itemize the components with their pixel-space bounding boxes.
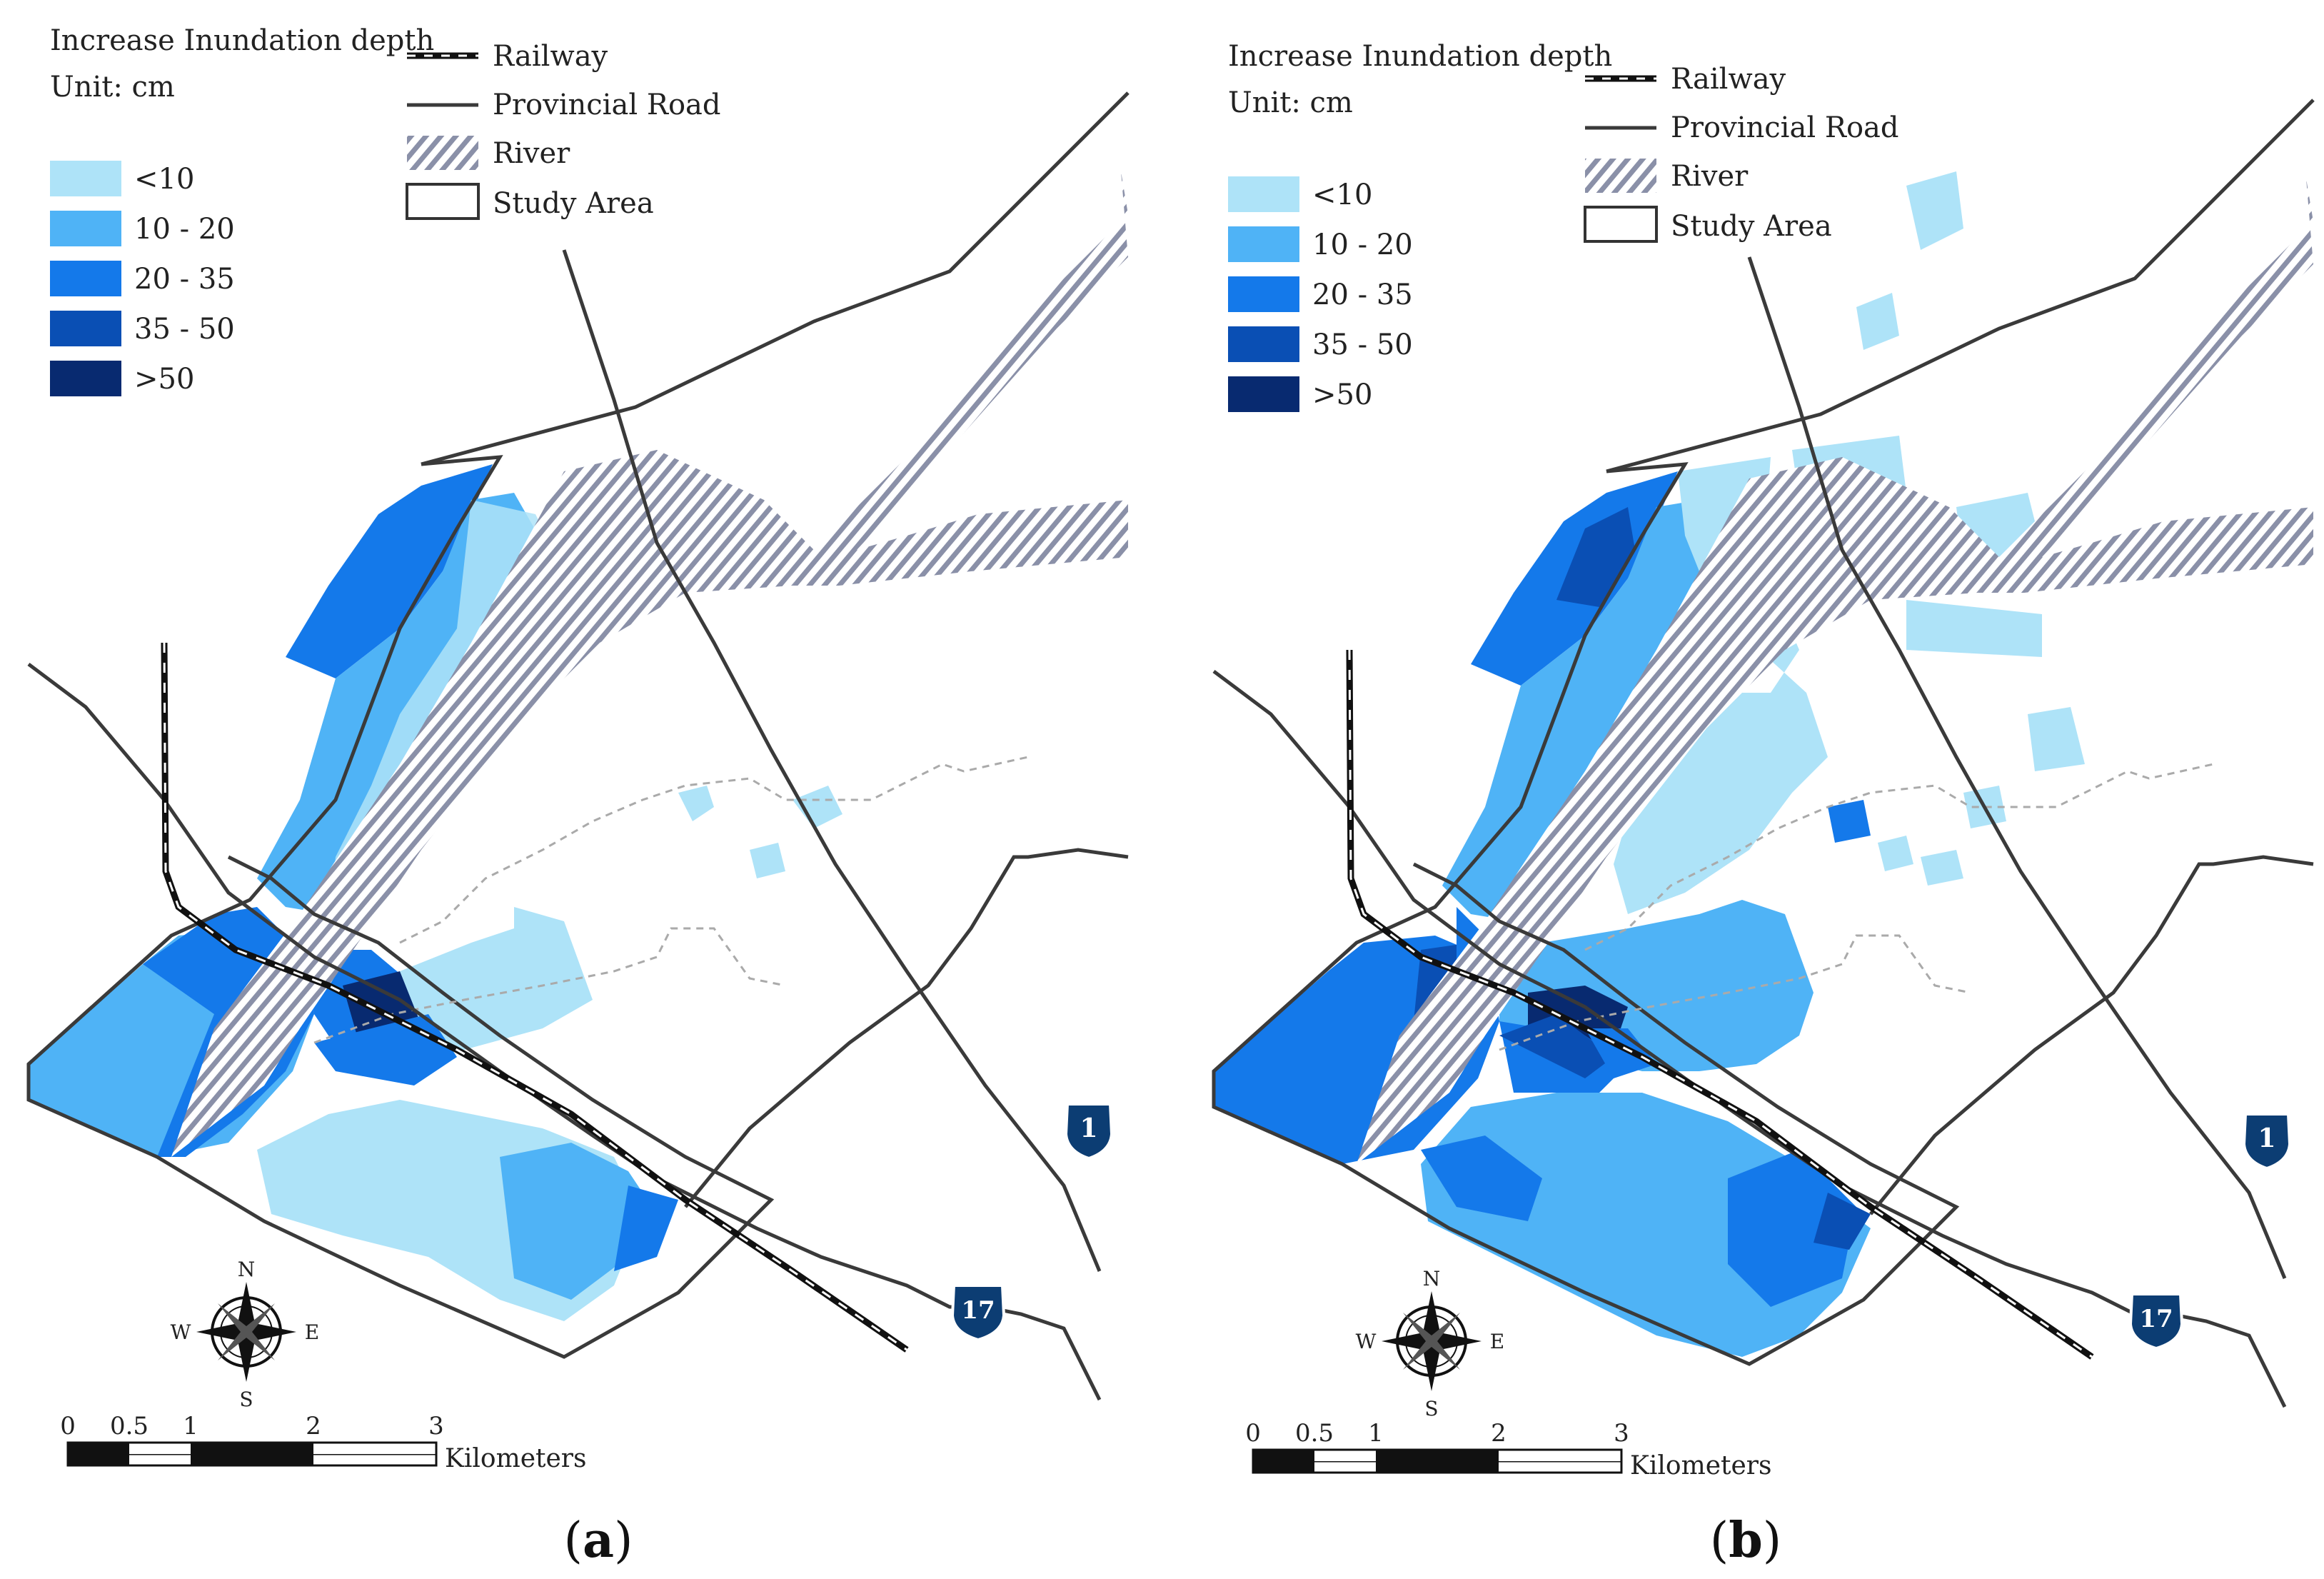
legend-swatch (50, 211, 121, 246)
legend-class-label: >50 (134, 363, 194, 396)
legend-swatch (1228, 376, 1299, 412)
legend-class-label: <10 (134, 163, 194, 196)
scale-tick-label: 3 (428, 1412, 444, 1440)
legend-unit: Unit: cm (1228, 86, 1353, 119)
legend-class-label: 35 - 50 (1312, 329, 1413, 361)
scale-tick-label: 2 (306, 1412, 321, 1440)
scale-tick-label: 2 (1491, 1419, 1506, 1448)
svg-text:1: 1 (1080, 1113, 1097, 1143)
legend-class-label: >50 (1312, 379, 1372, 411)
scale-bar-b: 0 0.5 1 2 3 Kilometers (1245, 1419, 1771, 1480)
scale-tick-label: 0.5 (1295, 1419, 1334, 1448)
scale-tick-label: 0 (60, 1412, 76, 1440)
legend-class-label: 20 - 35 (1312, 279, 1413, 311)
road-label: Provincial Road (1671, 111, 1898, 144)
scale-tick-label: 0.5 (110, 1412, 149, 1440)
scale-tick-label: 0 (1245, 1419, 1261, 1448)
scale-tick-label: 1 (1368, 1419, 1384, 1448)
railway-label: Railway (1671, 63, 1786, 96)
railway-label: Railway (493, 40, 608, 73)
panel-label-a: (a) (563, 1512, 633, 1569)
highway-shield-1-b: 1 (2242, 1113, 2292, 1171)
svg-text:E: E (305, 1320, 319, 1344)
river-label: River (1671, 160, 1749, 193)
river-label: River (493, 137, 570, 170)
scale-unit: Kilometers (445, 1444, 587, 1473)
legend-a: Increase Inundation depth Unit: cm <10 10… (50, 24, 720, 396)
legend-class-label: <10 (1312, 179, 1372, 211)
svg-text:N: N (1423, 1267, 1441, 1290)
svg-text:1: 1 (2258, 1123, 2275, 1153)
legend-swatch (50, 361, 121, 396)
legend-swatch (50, 161, 121, 196)
svg-text:W: W (171, 1320, 191, 1344)
svg-text:17: 17 (961, 1296, 995, 1325)
scale-unit: Kilometers (1630, 1451, 1772, 1480)
legend-class-label: 35 - 50 (134, 313, 235, 346)
svg-text:S: S (239, 1388, 253, 1411)
layer-legend: Railway Provincial Road River Study Area (1584, 63, 1898, 243)
legend-b: Increase Inundation depth Unit: cm <10 10… (1228, 40, 1898, 412)
legend-class-label: 20 - 35 (134, 263, 235, 296)
highway-shield-17-b: 17 (2128, 1293, 2184, 1350)
legend-class-label: 10 - 20 (134, 213, 235, 246)
legend-swatch (1228, 226, 1299, 262)
study-area-label: Study Area (1671, 210, 1832, 243)
legend-swatch (50, 261, 121, 296)
highway-shield-17-a: 17 (950, 1284, 1006, 1342)
legend-swatch (1228, 326, 1299, 362)
legend-swatch (1228, 276, 1299, 312)
legend-swatch (50, 311, 121, 346)
scale-tick-label: 1 (183, 1412, 198, 1440)
legend-swatch (1228, 176, 1299, 212)
legend-classes: <10 10 - 20 20 - 35 35 - 50 >50 (1228, 176, 1413, 412)
scale-tick-label: 3 (1614, 1419, 1629, 1448)
panel-b-map (1214, 100, 2313, 1407)
legend-unit: Unit: cm (50, 71, 175, 104)
legend-title: Increase Inundation depth (50, 24, 434, 57)
study-area-label: Study Area (493, 187, 654, 220)
legend-classes: <10 10 - 20 20 - 35 35 - 50 >50 (50, 161, 235, 396)
panel-label-b: (b) (1710, 1512, 1782, 1569)
svg-text:N: N (238, 1258, 256, 1281)
scale-ticks: 0 0.5 1 2 3 (1245, 1419, 1629, 1448)
legend-class-label: 10 - 20 (1312, 229, 1413, 261)
compass-rose-a: N S E W (171, 1258, 320, 1411)
svg-text:E: E (1490, 1330, 1504, 1353)
road-label: Provincial Road (493, 89, 720, 121)
legend-title: Increase Inundation depth (1228, 40, 1612, 73)
svg-text:W: W (1356, 1330, 1377, 1353)
layer-legend: Railway Provincial Road River Study Area (406, 40, 720, 220)
svg-text:S: S (1424, 1397, 1438, 1420)
scale-ticks: 0 0.5 1 2 3 (60, 1412, 444, 1440)
panel-a-map (29, 93, 1128, 1400)
compass-rose-b: N S E W (1356, 1267, 1505, 1420)
highway-shield-1-a: 1 (1064, 1103, 1114, 1161)
scale-bar-a: 0 0.5 1 2 3 Kilometers (60, 1412, 586, 1473)
svg-text:17: 17 (2139, 1305, 2173, 1333)
